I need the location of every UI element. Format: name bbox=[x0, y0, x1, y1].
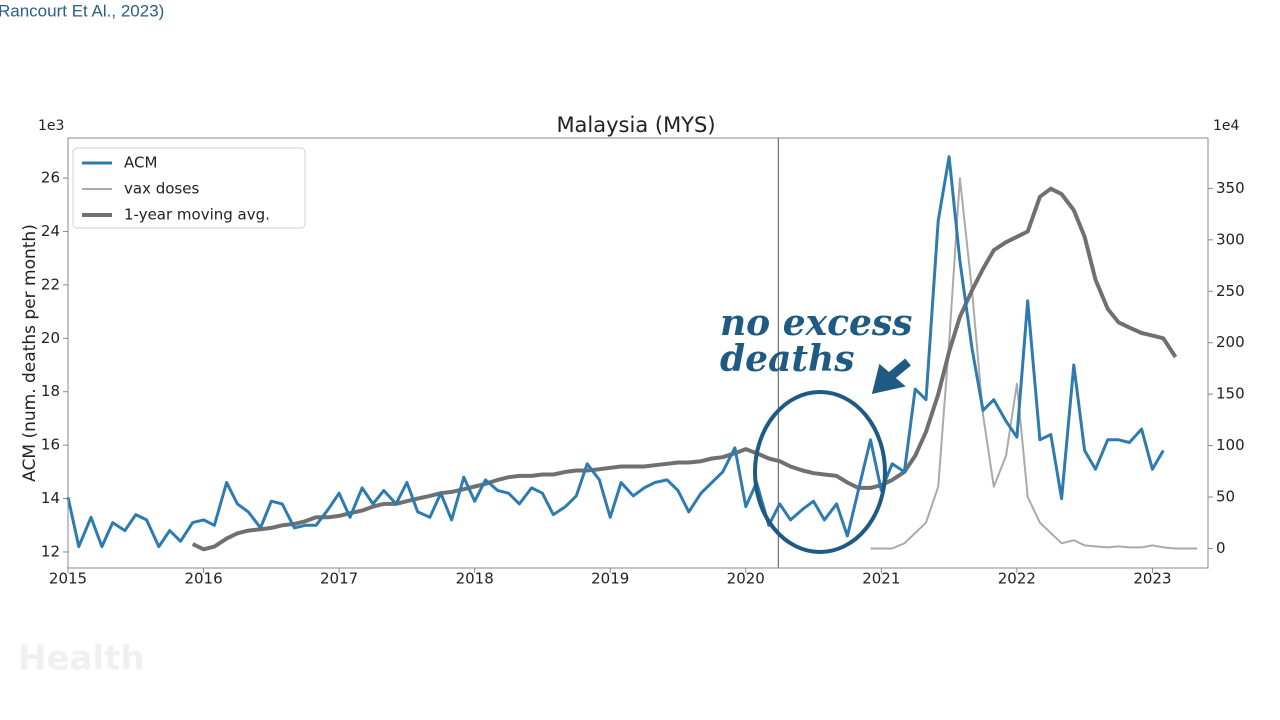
x-tick-label: 2018 bbox=[456, 570, 494, 588]
series-line bbox=[191, 186, 1178, 552]
x-tick-label: 2015 bbox=[49, 570, 87, 588]
y-tick-label: 16 bbox=[41, 436, 60, 454]
annotation: no excess deaths bbox=[720, 305, 913, 380]
y2-tick-label: 200 bbox=[1216, 333, 1245, 351]
y2-tick-label: 50 bbox=[1216, 488, 1235, 506]
series-line bbox=[66, 155, 1165, 549]
y-tick-label: 22 bbox=[41, 275, 60, 293]
x-tick-label: 2017 bbox=[320, 570, 358, 588]
legend-label: ACM bbox=[124, 154, 157, 172]
y2-tick-label: 0 bbox=[1216, 539, 1226, 557]
y-tick-label: 24 bbox=[41, 222, 60, 240]
x-tick-label: 2019 bbox=[591, 570, 629, 588]
y-tick-label: 12 bbox=[41, 542, 60, 560]
y2-tick-label: 300 bbox=[1216, 230, 1245, 248]
y2-tick-label: 350 bbox=[1216, 179, 1245, 197]
legend-label: 1-year moving avg. bbox=[124, 206, 270, 224]
y2-tick-label: 250 bbox=[1216, 282, 1245, 300]
annotation-box: no excess deaths bbox=[720, 305, 913, 380]
y-offset: 1e3 bbox=[38, 118, 64, 134]
plot-frame bbox=[67, 137, 1209, 569]
x-tick-label: 2021 bbox=[862, 570, 900, 588]
series-line bbox=[870, 177, 1198, 550]
y-tick-label: 20 bbox=[41, 329, 60, 347]
chart-title: Malaysia (MYS) bbox=[556, 113, 715, 137]
y-tick-label: 26 bbox=[41, 169, 60, 187]
legend-label: vax doses bbox=[124, 180, 199, 198]
y2-tick-label: 150 bbox=[1216, 385, 1245, 403]
y2-offset: 1e4 bbox=[1213, 118, 1240, 134]
x-tick-label: 2022 bbox=[998, 570, 1036, 588]
x-tick-label: 2016 bbox=[184, 570, 222, 588]
y-tick-label: 14 bbox=[41, 489, 60, 507]
source: Rancourt Et Al., 2023) bbox=[0, 1, 164, 20]
y-tick-label: 18 bbox=[41, 382, 60, 400]
legend-box bbox=[72, 147, 306, 229]
y2-tick-label: 100 bbox=[1216, 436, 1245, 454]
x-tick-label: 2023 bbox=[1133, 570, 1171, 588]
arrow bbox=[871, 358, 911, 394]
highlight-circle bbox=[753, 390, 887, 554]
x-tick-label: 2020 bbox=[727, 570, 765, 588]
y-axis-label: ACM (num. deaths per month) bbox=[20, 224, 40, 482]
watermark: Health bbox=[18, 639, 145, 679]
